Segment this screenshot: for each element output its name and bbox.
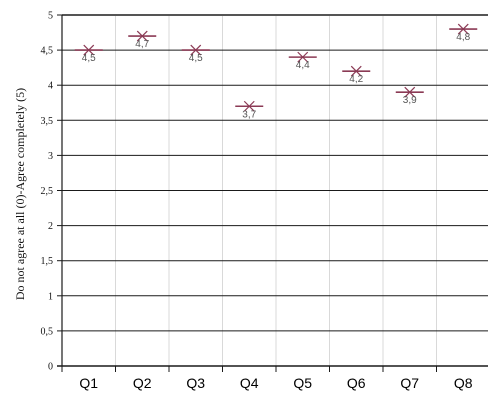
data-point bbox=[235, 100, 264, 112]
data-label: 4,2 bbox=[349, 74, 363, 85]
x-tick-labels: Q1 Q2 Q3 Q4 Q5 Q6 Q7 Q8 bbox=[79, 375, 472, 391]
grid bbox=[57, 14, 488, 372]
x-tick-label: Q1 bbox=[79, 375, 98, 391]
data-point-x bbox=[297, 51, 309, 63]
data-labels: 4,5 4,7 4,5 3,7 4,4 4,2 3,9 4,8 bbox=[82, 32, 471, 120]
x-tick-label: Q4 bbox=[240, 375, 259, 391]
y-tick-label: 1 bbox=[48, 291, 53, 302]
y-tick-label: 3,5 bbox=[41, 116, 54, 127]
data-point-x bbox=[457, 23, 469, 35]
y-tick-label: 0,5 bbox=[41, 326, 54, 337]
data-label: 4,4 bbox=[296, 60, 310, 71]
data-label: 4,5 bbox=[189, 53, 203, 64]
data-point bbox=[288, 51, 317, 63]
data-point bbox=[181, 44, 210, 56]
y-tick-label: 5 bbox=[48, 11, 53, 22]
y-tick-label: 4 bbox=[48, 81, 53, 92]
data-label: 3,9 bbox=[403, 95, 417, 106]
data-label: 4,5 bbox=[82, 53, 96, 64]
data-label: 3,7 bbox=[242, 109, 256, 120]
data-point-x bbox=[190, 44, 202, 56]
x-tick-label: Q5 bbox=[293, 375, 312, 391]
y-tick-label: 1,5 bbox=[41, 256, 54, 267]
x-tick-label: Q8 bbox=[454, 375, 473, 391]
data-points bbox=[74, 23, 478, 112]
data-point bbox=[449, 23, 478, 35]
data-point-x bbox=[136, 30, 148, 42]
data-point bbox=[342, 65, 371, 77]
x-tick-label: Q6 bbox=[347, 375, 366, 391]
data-label: 4,7 bbox=[135, 39, 149, 50]
data-point bbox=[395, 86, 424, 98]
y-tick-label: 4,5 bbox=[41, 46, 54, 57]
y-tick-label: 2 bbox=[48, 221, 53, 232]
data-point-x bbox=[404, 86, 416, 98]
data-point-x bbox=[83, 44, 95, 56]
y-axis-label: Do not agree at all (0)-Agree completely… bbox=[13, 88, 27, 300]
x-tick-label: Q7 bbox=[400, 375, 419, 391]
data-point bbox=[128, 30, 157, 42]
data-point-x bbox=[350, 65, 362, 77]
data-point bbox=[74, 44, 103, 56]
x-tick-label: Q2 bbox=[133, 375, 152, 391]
y-tick-labels: 0 0,5 1 1,5 2 2,5 3 3,5 4 4,5 5 bbox=[41, 11, 54, 373]
y-tick-label: 0 bbox=[48, 362, 53, 373]
x-tick-label: Q3 bbox=[186, 375, 205, 391]
y-tick-label: 2,5 bbox=[41, 186, 54, 197]
y-tick-label: 3 bbox=[48, 151, 53, 162]
data-point-x bbox=[243, 100, 255, 112]
data-label: 4,8 bbox=[456, 32, 470, 43]
